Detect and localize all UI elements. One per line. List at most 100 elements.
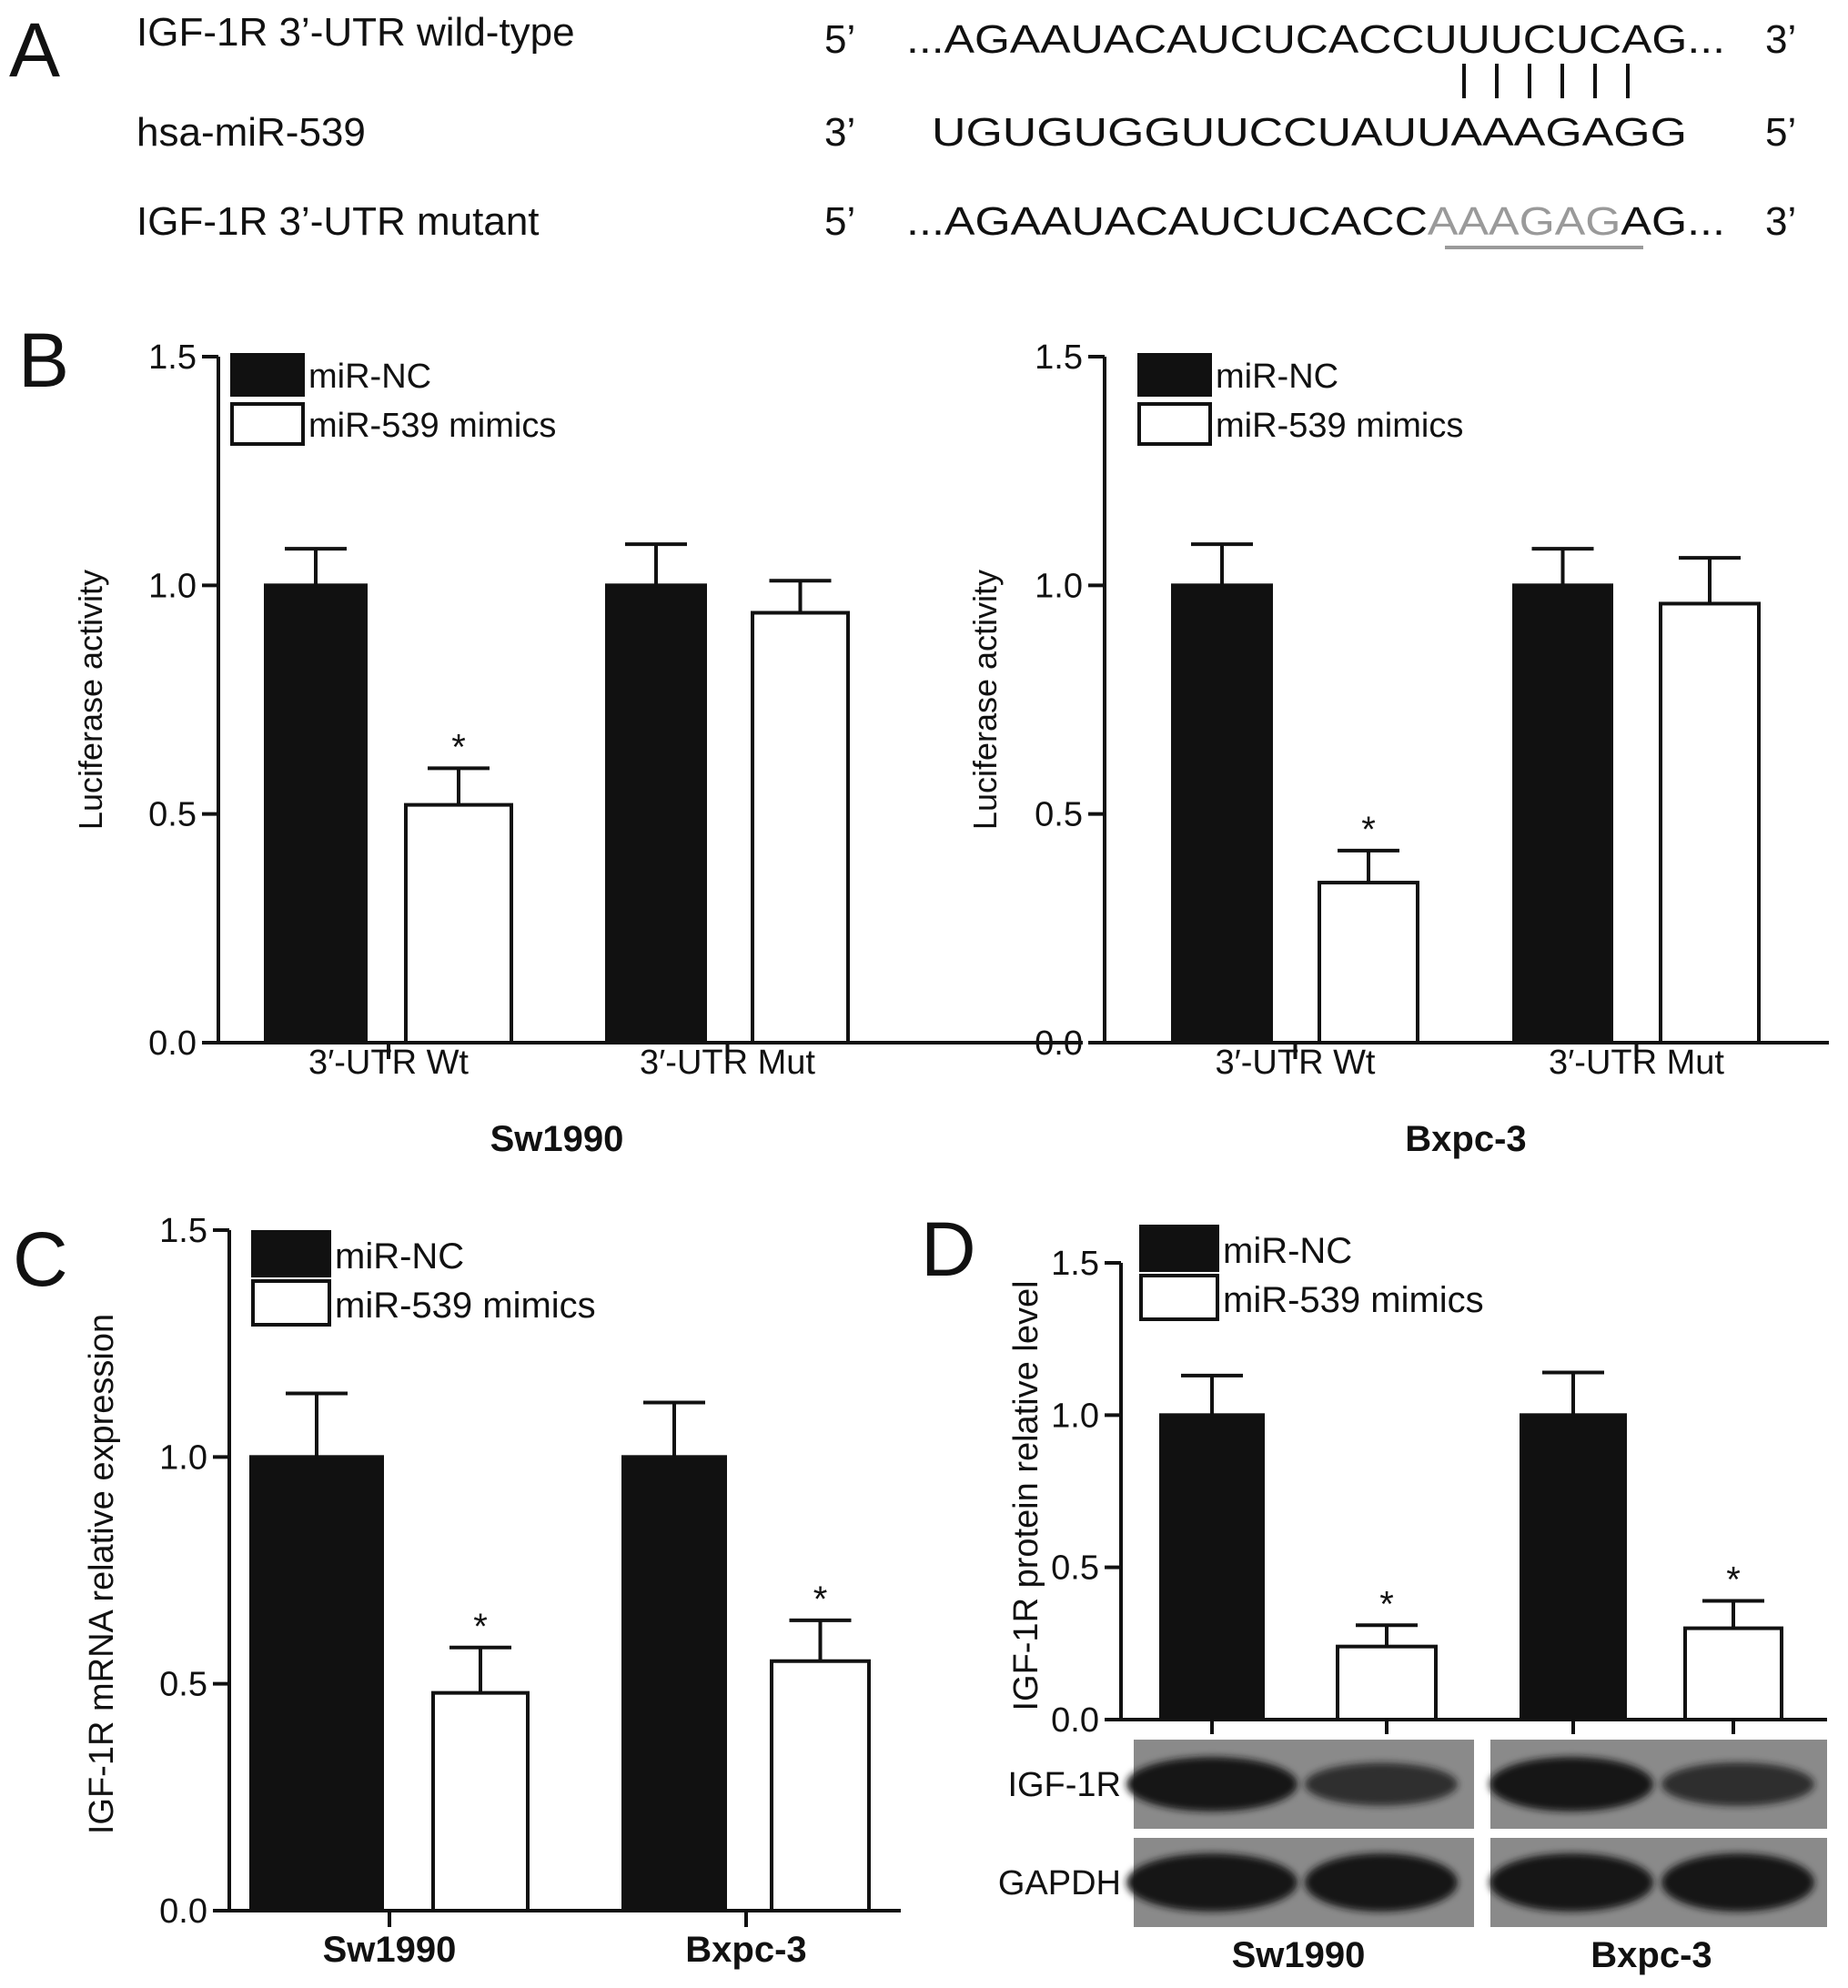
blot-row-label: GAPDH [998,1864,1121,1902]
panel-letter: D [921,1206,976,1292]
mutant-name: IGF-1R 3’-UTR mutant [136,199,540,244]
legend-swatch-mir-539-mimics [1139,1274,1219,1321]
blot-band [1661,1762,1814,1806]
y-tick-label: 0.0 [1035,1024,1083,1063]
legend: miR-NC miR-539 mimics [1137,353,1463,446]
bar-mir-539-mimics [404,802,513,1044]
legend: miR-NC miR-539 mimics [251,1230,596,1327]
y-axis-label: Luciferase activity [72,570,109,830]
bar-mir-nc [1171,583,1273,1044]
y-tick-label: 1.5 [159,1212,207,1250]
legend-label: miR-NC [1216,358,1338,396]
significance-mark: * [473,1607,488,1647]
legend-swatch-mir-nc [1139,1225,1219,1272]
significance-mark: * [1379,1584,1394,1624]
x-tick-label: Sw1990 [323,1930,457,1970]
chart-panel-b: B 0.0 0.5 1.0 1.5 Luciferase activity * 3′-UTR … [18,318,1083,1159]
legend-swatch-mir-539-mimics [230,402,305,446]
y-axis-label: IGF-1R protein relative level [1007,1280,1045,1710]
panel-a-letter: A [9,7,60,93]
mirna-3-end: 3’ [824,110,855,155]
chart-panel-b2: 0.0 0.5 1.0 1.5 Luciferase activity * 3′-UTR W… [966,338,1829,1159]
legend-swatch-mir-539-mimics [251,1279,331,1327]
legend-label: miR-NC [335,1236,464,1277]
charts: B 0.0 0.5 1.0 1.5 Luciferase activity * 3′-UTR … [13,318,1829,1975]
blot-band [1126,1853,1298,1912]
y-tick-label: 1.0 [1051,1397,1099,1435]
mutant-3-end: 3’ [1765,199,1796,244]
x-axis-label: Sw1990 [490,1119,624,1159]
bar-mir-539-mimics [1336,1644,1438,1722]
base-pair-lines [1462,64,1630,98]
x-tick-label: Sw1990 [1232,1935,1366,1975]
significance-mark: * [451,727,466,767]
y-tick-label: 1.5 [1035,338,1083,377]
y-axis-label: IGF-1R mRNA relative expression [83,1314,121,1834]
x-tick-label: Bxpc-3 [1590,1935,1712,1975]
wildtype-5-end: 5’ [824,17,855,62]
legend-swatch-mir-nc [251,1230,331,1277]
bar-mir-nc [1512,583,1613,1044]
bar-mir-nc [249,1455,384,1913]
blot-row-label: IGF-1R [1007,1766,1121,1804]
x-axis-label: Bxpc-3 [1405,1119,1526,1159]
y-tick-label: 0.5 [1035,796,1083,834]
legend-swatch-mir-nc [230,353,305,397]
mutant-sequence-prefix: ...AGAAUACAUCUCACC [906,199,1428,244]
y-tick-label: 0.0 [148,1024,197,1063]
legend-label: miR-539 mimics [335,1286,596,1326]
significance-mark: * [1726,1559,1741,1599]
panel-letter: C [13,1216,68,1302]
mirna-name: hsa-miR-539 [136,110,366,155]
legend-label: miR-NC [1223,1231,1352,1271]
x-tick-label: 3′-UTR Mut [640,1044,815,1082]
x-tick-label: 3′-UTR Wt [1216,1044,1376,1082]
x-tick-label: 3′-UTR Mut [1549,1044,1724,1082]
panel-letter: B [18,318,69,403]
y-tick-label: 0.5 [159,1666,207,1704]
bar-mir-539-mimics [1318,881,1419,1044]
wildtype-name: IGF-1R 3’-UTR wild-type [136,10,575,55]
bar-mir-nc [621,1455,727,1913]
y-tick-label: 0.5 [1051,1549,1099,1588]
x-tick-label: Bxpc-3 [685,1930,806,1970]
y-tick-label: 0.0 [159,1892,207,1931]
bar-mir-nc [1520,1413,1627,1722]
blot-band [1305,1762,1458,1806]
y-tick-label: 1.0 [159,1438,207,1477]
bar-mir-539-mimics [1683,1626,1783,1721]
legend: miR-NC miR-539 mimics [1139,1225,1484,1321]
mutant-5-end: 5’ [824,199,855,244]
y-tick-label: 1.0 [1035,567,1083,605]
bar-mir-539-mimics [431,1690,530,1913]
x-tick-label: 3′-UTR Wt [308,1044,469,1082]
y-axis-label: Luciferase activity [966,570,1004,830]
mirna-sequence: UGUGUGGUUCCUAUUAAAGAGG [932,110,1687,155]
legend-swatch-mir-nc [1137,353,1212,397]
chart-panel-c: C 0.0 0.5 1.0 1.5 IGF-1R mRNA relative expres… [13,1212,901,1970]
blot-band [1490,1757,1653,1811]
bar-mir-539-mimics [1659,601,1761,1044]
blot-band [1126,1757,1298,1811]
legend-label: miR-NC [308,358,431,396]
blot-band [1661,1853,1814,1912]
legend-label: miR-539 mimics [308,407,556,445]
mutant-sequence-suffix: AG... [1621,199,1725,244]
bar-mir-nc [605,583,707,1044]
legend-label: miR-539 mimics [1216,407,1463,445]
bar-mir-nc [264,583,368,1044]
mutant-sequence-mutated: AAAGAG [1428,199,1621,244]
wildtype-3-end: 3’ [1765,17,1796,62]
mirna-5-end: 5’ [1765,110,1796,155]
blot-band [1490,1853,1653,1912]
bar-mir-nc [1159,1413,1265,1722]
y-tick-label: 1.5 [148,338,197,377]
y-tick-label: 0.5 [148,796,197,834]
significance-mark: * [1361,810,1376,850]
y-tick-label: 1.0 [148,567,197,605]
legend-swatch-mir-539-mimics [1137,402,1212,446]
significance-mark: * [813,1579,828,1620]
panel-a: A IGF-1R 3’-UTR wild-type 5’ ...AGAAUACA… [9,7,1796,249]
